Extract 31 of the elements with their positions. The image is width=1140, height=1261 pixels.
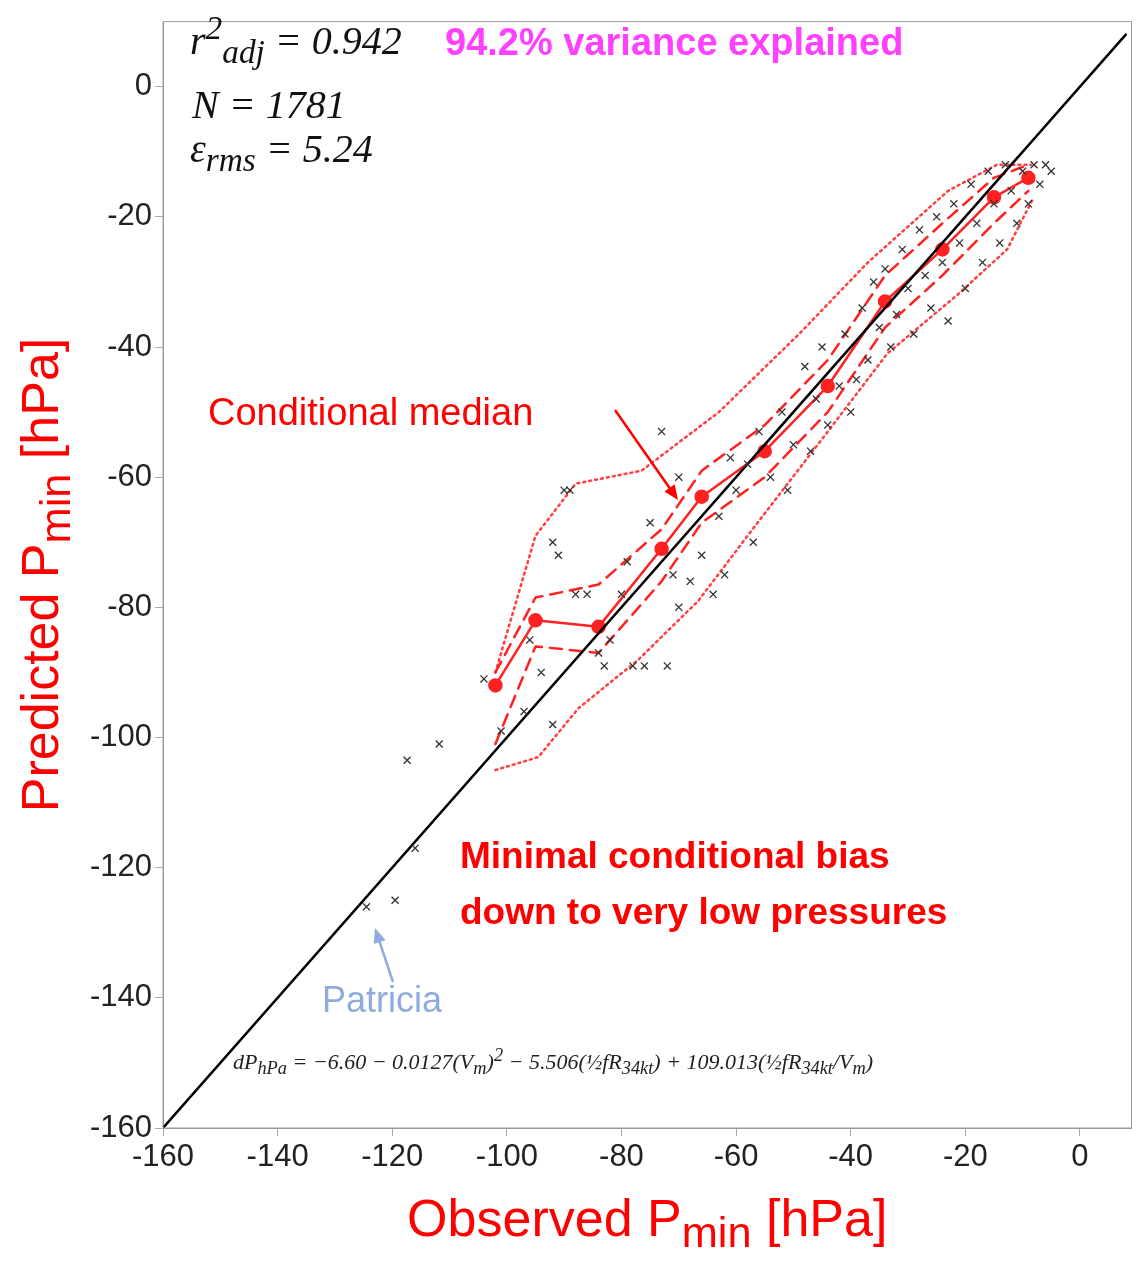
y-tick-label: -120 — [89, 848, 152, 884]
point — [694, 489, 709, 504]
y-tick-label: -140 — [89, 978, 152, 1014]
x-tick-label: -80 — [599, 1138, 644, 1174]
y-tick-label: -20 — [107, 197, 152, 233]
annotation: N = 1781 — [192, 80, 346, 128]
y-tick-label: -100 — [89, 718, 152, 754]
y-tick-label: -80 — [107, 587, 152, 623]
annotation: 94.2% variance explained — [445, 20, 904, 64]
point — [1021, 170, 1036, 186]
point — [820, 378, 836, 394]
x-tick-label: -60 — [713, 1138, 759, 1174]
x-axis-title: Observed P$_{min}$ [hPa] — [407, 1188, 888, 1258]
x-tick-label: 0 — [1071, 1138, 1089, 1174]
x-tick-label: -100 — [475, 1138, 538, 1174]
annotation: Minimal conditional bias down to very low pressures — [460, 834, 949, 934]
point — [488, 678, 503, 693]
annotation: ε$_{rms}$ = 5.24 — [190, 125, 373, 179]
annotation: Patricia — [322, 979, 443, 1021]
y-tick-label: -40 — [107, 327, 152, 363]
x-tick-label: -40 — [828, 1138, 874, 1174]
annotation: r$^{2}$$_{adj}$ = 0.942 — [190, 9, 402, 71]
x-tick-label: -20 — [942, 1138, 988, 1174]
point — [654, 541, 669, 557]
annotation: Conditional median — [208, 390, 534, 434]
point — [528, 613, 543, 628]
y-tick-label: 0 — [134, 67, 152, 103]
x-tick-label: -120 — [361, 1138, 424, 1174]
text: dP$_{hPa}$ = −6.60 − 0.0127(V$_{m}$)$^{2}$ − 5.506(½fR$_{34kt}$) + 109.013(½fR$_{34kt}$/V$_{m}$) — [233, 1044, 874, 1079]
x-tick-label: -140 — [246, 1138, 309, 1174]
y-tick-label: -60 — [107, 457, 152, 493]
